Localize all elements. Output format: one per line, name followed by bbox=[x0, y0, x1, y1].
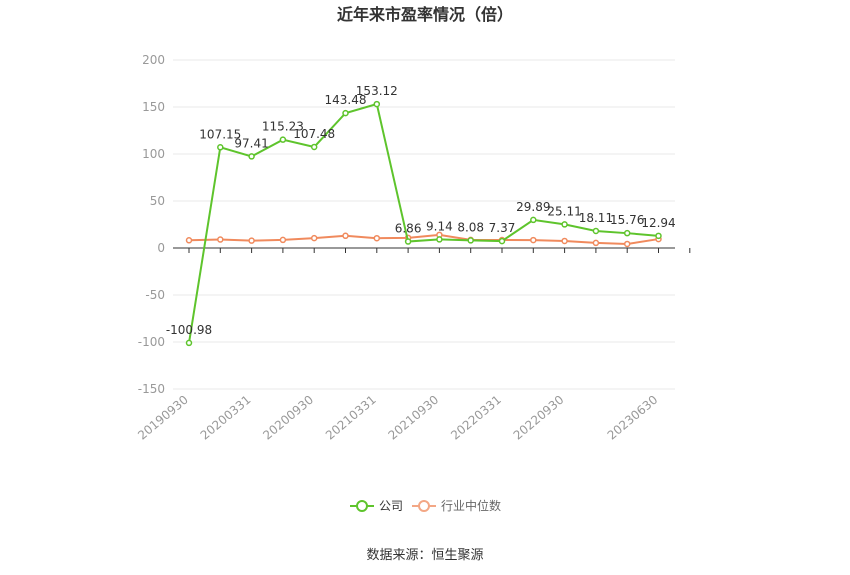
data-point-industry[interactable] bbox=[217, 236, 224, 243]
y-tick-label: 150 bbox=[142, 100, 165, 114]
y-tick-label: 200 bbox=[142, 53, 165, 67]
data-label: 153.12 bbox=[356, 84, 398, 98]
data-point-company[interactable] bbox=[404, 238, 412, 245]
legend-label: 行业中位数 bbox=[441, 498, 501, 513]
data-point-company[interactable] bbox=[623, 229, 631, 237]
data-label: 115.23 bbox=[262, 120, 304, 134]
data-label: 107.48 bbox=[293, 127, 335, 141]
data-point-industry[interactable] bbox=[248, 237, 255, 244]
legend-item-industry[interactable]: 行业中位数 bbox=[412, 498, 501, 513]
x-tick-label: 20190930 bbox=[135, 393, 191, 443]
x-tick-label: 20200930 bbox=[260, 393, 316, 443]
data-point-company[interactable] bbox=[248, 153, 255, 160]
data-point-industry[interactable] bbox=[310, 234, 318, 242]
data-point-company[interactable] bbox=[217, 144, 224, 151]
x-tick-label: 20220331 bbox=[448, 393, 504, 443]
data-label: 7.37 bbox=[489, 221, 516, 235]
data-point-industry[interactable] bbox=[623, 240, 631, 248]
data-point-industry[interactable] bbox=[592, 239, 600, 247]
legend-swatch-marker bbox=[418, 500, 430, 512]
data-point-company[interactable] bbox=[592, 227, 600, 235]
x-tick-label: 20210930 bbox=[386, 393, 442, 443]
x-tick-label: 20210331 bbox=[323, 393, 379, 443]
data-label: 8.08 bbox=[457, 220, 484, 234]
y-tick-label: 100 bbox=[142, 147, 165, 161]
data-point-industry[interactable] bbox=[342, 232, 349, 240]
data-label: 12.94 bbox=[641, 216, 675, 230]
data-point-industry[interactable] bbox=[279, 236, 287, 244]
y-tick-label: -50 bbox=[145, 288, 165, 302]
data-label: -100.98 bbox=[166, 323, 212, 337]
data-label: 107.15 bbox=[199, 127, 241, 141]
data-point-company[interactable] bbox=[373, 100, 381, 108]
data-label: 29.89 bbox=[516, 200, 550, 214]
data-point-company[interactable] bbox=[436, 236, 443, 243]
data-label: 18.11 bbox=[579, 211, 613, 225]
x-axis: 20190930 20200331 20200930 20210331 20210930… bbox=[135, 247, 691, 443]
data-label: 25.11 bbox=[547, 204, 581, 218]
y-tick-label: 50 bbox=[150, 194, 165, 208]
data-point-company[interactable] bbox=[185, 339, 193, 347]
data-label: 143.48 bbox=[325, 93, 367, 107]
data-point-company[interactable] bbox=[498, 237, 506, 245]
data-point-company[interactable] bbox=[467, 237, 474, 244]
y-tick-label: -150 bbox=[138, 382, 165, 396]
legend-item-company[interactable]: 公司 bbox=[350, 499, 403, 513]
data-point-company[interactable] bbox=[279, 136, 287, 143]
source-note: 数据来源：恒生聚源 bbox=[366, 548, 483, 563]
series-line-company bbox=[188, 102, 659, 344]
x-tick-label: 20200331 bbox=[198, 393, 254, 443]
y-axis-ticks: -150 -100 -50 0 50 100 150 200 bbox=[138, 53, 165, 396]
data-point-company[interactable] bbox=[561, 221, 568, 228]
y-tick-label: -100 bbox=[138, 335, 165, 349]
x-tick-label: 20220930 bbox=[511, 393, 567, 443]
data-label: 9.14 bbox=[426, 219, 453, 233]
data-point-industry[interactable] bbox=[185, 237, 193, 244]
x-tick-label: 20230630 bbox=[605, 393, 661, 443]
series-line-industry bbox=[188, 233, 659, 245]
legend[interactable]: 公司 行业中位数 bbox=[350, 498, 501, 513]
data-label: 6.86 bbox=[395, 222, 422, 236]
data-label: 97.41 bbox=[234, 136, 268, 150]
legend-swatch-marker bbox=[356, 500, 368, 512]
legend-label: 公司 bbox=[379, 499, 403, 513]
series-industry bbox=[185, 231, 662, 248]
chart-title: 近年来市盈率情况（倍） bbox=[337, 5, 513, 24]
data-point-company[interactable] bbox=[342, 109, 349, 117]
data-point-industry[interactable] bbox=[530, 236, 537, 244]
data-point-industry[interactable] bbox=[561, 237, 568, 245]
data-label: 15.76 bbox=[610, 213, 644, 227]
data-point-company[interactable] bbox=[655, 232, 662, 240]
data-point-company[interactable] bbox=[310, 143, 318, 151]
data-point-company[interactable] bbox=[530, 216, 537, 224]
y-tick-label: 0 bbox=[157, 241, 165, 255]
data-point-industry[interactable] bbox=[373, 234, 381, 242]
